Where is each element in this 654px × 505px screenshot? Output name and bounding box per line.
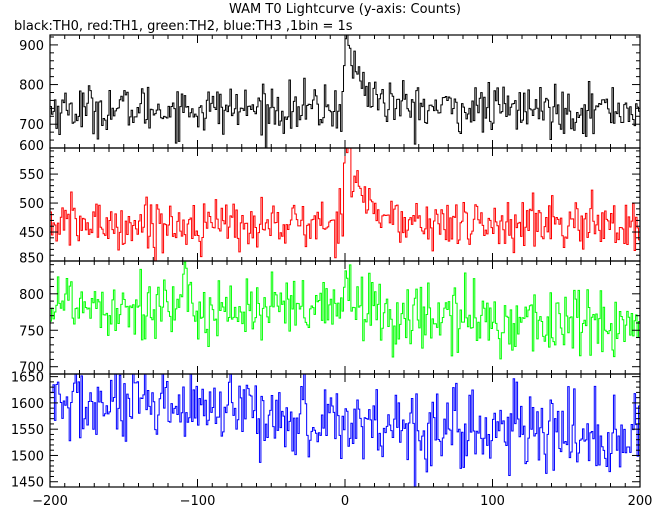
y-tick-label: 550 bbox=[19, 168, 44, 183]
x-tick-label: 0 bbox=[341, 494, 349, 505]
panel-th0: 700 800 900 bbox=[19, 34, 641, 149]
y-tick-label: 700 bbox=[19, 118, 44, 133]
y-tick-label: 1650 bbox=[11, 371, 44, 386]
y-tick-label: 450 bbox=[19, 226, 44, 241]
panel-th1: 450 500 550 600 bbox=[19, 139, 641, 262]
panels-layer: 700 800 900 450 500 550 600 700 750 800 850 1450 150… bbox=[11, 34, 641, 491]
y-tick-label: 1550 bbox=[11, 423, 44, 438]
panel-th2: 700 750 800 850 bbox=[19, 251, 641, 376]
x-tick-label: −200 bbox=[32, 494, 68, 505]
y-tick-label: 600 bbox=[19, 139, 44, 154]
x-axis: −200 −100 0 100 200 bbox=[32, 494, 652, 505]
series-line-th1 bbox=[50, 148, 640, 261]
x-tick-label: 100 bbox=[480, 494, 505, 505]
y-tick-label: 1600 bbox=[11, 397, 44, 412]
y-tick-label: 900 bbox=[19, 39, 44, 54]
x-tick-label: −100 bbox=[180, 494, 216, 505]
y-tick-label: 800 bbox=[19, 288, 44, 303]
series-line-th2 bbox=[50, 261, 640, 360]
y-tick-label: 800 bbox=[19, 79, 44, 94]
x-tick-label: 200 bbox=[628, 494, 653, 505]
y-tick-label: 700 bbox=[19, 361, 44, 376]
y-tick-label: 850 bbox=[19, 251, 44, 266]
series-line-th0 bbox=[50, 35, 640, 148]
chart-subtitle: black:TH0, red:TH1, green:TH2, blue:TH3 … bbox=[14, 19, 353, 34]
series-line-th3 bbox=[50, 374, 640, 487]
y-tick-label: 500 bbox=[19, 197, 44, 212]
y-tick-label: 750 bbox=[19, 324, 44, 339]
chart-title: WAM T0 Lightcurve (y-axis: Counts) bbox=[229, 2, 461, 17]
panel-th3: 1450 1500 1550 1600 1650 bbox=[11, 371, 641, 491]
y-tick-label: 1500 bbox=[11, 449, 44, 464]
y-tick-label: 1450 bbox=[11, 476, 44, 491]
